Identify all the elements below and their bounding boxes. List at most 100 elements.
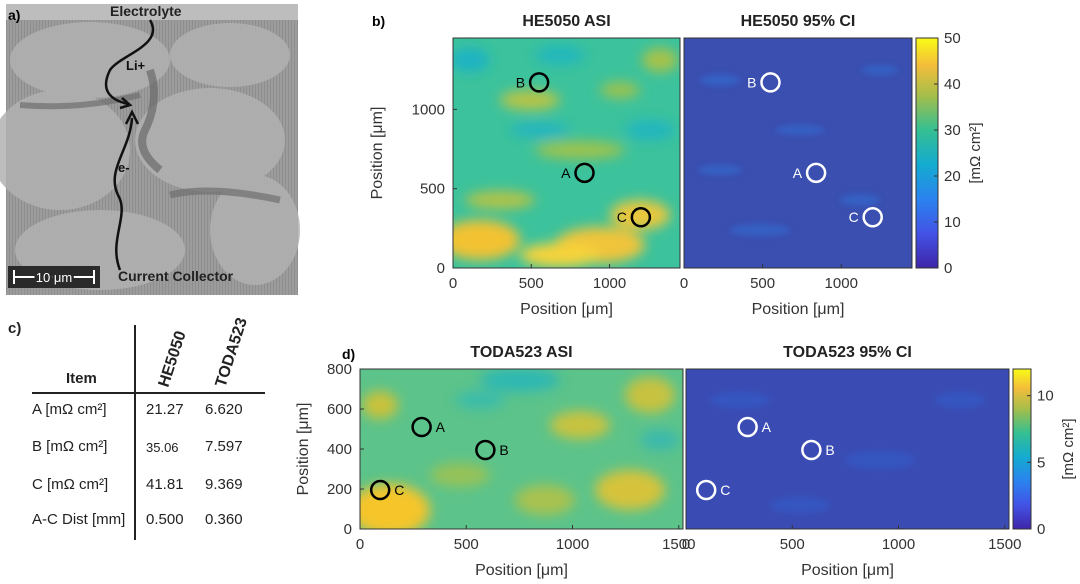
table-row-dist-item: A-C Dist [mm] bbox=[32, 511, 126, 528]
toda523-ci-heatmap bbox=[686, 369, 1009, 529]
toda523-asi-title: TODA523 ASI bbox=[470, 344, 572, 361]
toda523-asi-ytick-label: 600 bbox=[327, 401, 352, 418]
he5050-colorbar bbox=[915, 37, 939, 269]
he5050-colorbar-tick-label: 40 bbox=[944, 76, 961, 93]
he5050-asi-xlabel: Position [μm] bbox=[520, 301, 613, 318]
table-row-b-item: B [mΩ cm²] bbox=[32, 438, 108, 455]
table-header-item: Item bbox=[66, 370, 97, 387]
table-row-dist-toda523: 0.360 bbox=[205, 511, 243, 528]
electron-path-arrow bbox=[113, 117, 134, 271]
panel-a-label: a) bbox=[8, 7, 20, 23]
toda523-asi-heatmap bbox=[360, 369, 683, 529]
he5050-ci-marker-label-a: A bbox=[793, 165, 803, 181]
electron-label: e- bbox=[118, 160, 130, 175]
toda523-asi-marker-b bbox=[475, 439, 496, 461]
he5050-asi-title: HE5050 ASI bbox=[522, 13, 610, 30]
toda523-colorbar-tick-label: 10 bbox=[1037, 388, 1054, 405]
he5050-asi-ytick-label: 1000 bbox=[412, 101, 445, 118]
he5050-asi-axes-box bbox=[452, 37, 681, 269]
he5050-ci-xtick-label: 1000 bbox=[825, 275, 858, 292]
toda523-ci-xtick-label: 1000 bbox=[882, 536, 915, 553]
toda523-ci-xtick-label: 1500 bbox=[988, 536, 1021, 553]
table-row-b-toda523: 7.597 bbox=[205, 438, 243, 455]
electron-arrowhead bbox=[124, 109, 140, 125]
he5050-ci-title: HE5050 95% CI bbox=[741, 13, 856, 30]
he5050-asi-marker-b bbox=[528, 72, 550, 93]
toda523-colorbar bbox=[1012, 368, 1032, 530]
table-row-c-he5050: 41.81 bbox=[146, 476, 184, 493]
he5050-asi-marker-c bbox=[630, 206, 652, 228]
he5050-ci-marker-label-c: C bbox=[849, 209, 859, 225]
toda523-asi-ytick-label: 0 bbox=[344, 521, 352, 538]
toda523-ci-xtick-label: 0 bbox=[682, 536, 690, 553]
table-row-a-he5050: 21.27 bbox=[146, 401, 184, 418]
toda523-asi-xtick-label: 0 bbox=[356, 536, 364, 553]
toda523-asi-xtick-label: 1500 bbox=[662, 536, 695, 553]
he5050-ci-marker-c bbox=[862, 206, 883, 228]
table-row-dist-he5050: 0.500 bbox=[146, 511, 184, 528]
scalebar-label: 10 μm bbox=[36, 270, 72, 285]
he5050-colorbar-tick-label: 30 bbox=[944, 122, 961, 139]
he5050-asi-marker-label-b: B bbox=[516, 74, 525, 90]
li-ion-arrowhead bbox=[119, 97, 133, 110]
he5050-ci-marker-b bbox=[760, 72, 781, 93]
toda523-asi-xlabel: Position [μm] bbox=[475, 562, 568, 579]
he5050-asi-heatmap bbox=[453, 38, 680, 268]
toda523-asi-marker-label-b: B bbox=[499, 442, 508, 458]
toda523-asi-ytick-label: 400 bbox=[327, 441, 352, 458]
toda523-asi-ylabel: Position [μm] bbox=[295, 403, 312, 496]
he5050-ci-marker-label-b: B bbox=[747, 74, 756, 90]
toda523-asi-marker-a bbox=[411, 416, 432, 438]
toda523-asi-marker-label-c: C bbox=[394, 482, 404, 498]
sem-image bbox=[0, 4, 300, 295]
toda523-ci-marker-b bbox=[801, 439, 822, 461]
toda523-asi-ytick-label: 200 bbox=[327, 481, 352, 498]
table-row-b-he5050: 35.06 bbox=[146, 440, 179, 455]
panel-b-label: b) bbox=[372, 13, 385, 29]
panel-c-label: c) bbox=[8, 320, 22, 337]
panel-d-label: d) bbox=[342, 346, 355, 362]
he5050-ci-xtick-label: 0 bbox=[680, 275, 688, 292]
he5050-asi-marker-label-a: A bbox=[561, 165, 571, 181]
toda523-colorbar-tick-label: 5 bbox=[1037, 454, 1045, 471]
he5050-asi-marker-label-c: C bbox=[617, 209, 627, 225]
he5050-colorbar-tick-label: 20 bbox=[944, 168, 961, 185]
he5050-asi-xtick-label: 0 bbox=[449, 275, 457, 292]
he5050-colorbar-tick-label: 10 bbox=[944, 214, 961, 231]
he5050-colorbar-tick-label: 50 bbox=[944, 30, 961, 47]
toda523-colorbar-tick-label: 0 bbox=[1037, 521, 1045, 538]
toda523-ci-marker-a bbox=[737, 416, 758, 438]
table-row-c-item: C [mΩ cm²] bbox=[32, 476, 109, 493]
toda523-ci-marker-c bbox=[695, 479, 717, 501]
electrolyte-label: Electrolyte bbox=[110, 3, 182, 19]
he5050-asi-xtick-label: 500 bbox=[519, 275, 544, 292]
he5050-ci-marker-a bbox=[805, 162, 827, 184]
table-row-a-item: A [mΩ cm²] bbox=[32, 401, 107, 418]
toda523-asi-xtick-label: 500 bbox=[454, 536, 479, 553]
toda523-ci-xlabel: Position [μm] bbox=[801, 562, 894, 579]
toda523-ci-xtick-label: 500 bbox=[780, 536, 805, 553]
he5050-asi-marker-a bbox=[574, 162, 595, 184]
he5050-asi-ytick-label: 0 bbox=[437, 260, 445, 277]
current-collector-label: Current Collector bbox=[118, 268, 234, 284]
toda523-ci-axes-box bbox=[685, 368, 1010, 530]
toda523-colorbar-label: [mΩ cm²] bbox=[1060, 418, 1077, 479]
he5050-asi-ytick-label: 500 bbox=[420, 181, 445, 198]
toda523-asi-xtick-label: 1000 bbox=[556, 536, 589, 553]
he5050-ci-heatmap bbox=[684, 38, 912, 268]
toda523-ci-marker-label-b: B bbox=[825, 442, 834, 458]
table-row-c-toda523: 9.369 bbox=[205, 476, 243, 493]
he5050-asi-xtick-label: 1000 bbox=[593, 275, 626, 292]
he5050-ci-xtick-label: 500 bbox=[750, 275, 775, 292]
he5050-ci-xlabel: Position [μm] bbox=[752, 301, 845, 318]
toda523-ci-title: TODA523 95% CI bbox=[783, 344, 912, 361]
toda523-ci-marker-label-a: A bbox=[762, 419, 772, 435]
he5050-ci-axes-box bbox=[683, 37, 913, 269]
table-row-a-toda523: 6.620 bbox=[205, 401, 243, 418]
he5050-asi-ylabel: Position [μm] bbox=[369, 107, 386, 200]
li-ion-path-arrow bbox=[104, 19, 155, 106]
toda523-asi-ytick-label: 800 bbox=[327, 361, 352, 378]
li-ion-label: Li+ bbox=[126, 58, 146, 73]
